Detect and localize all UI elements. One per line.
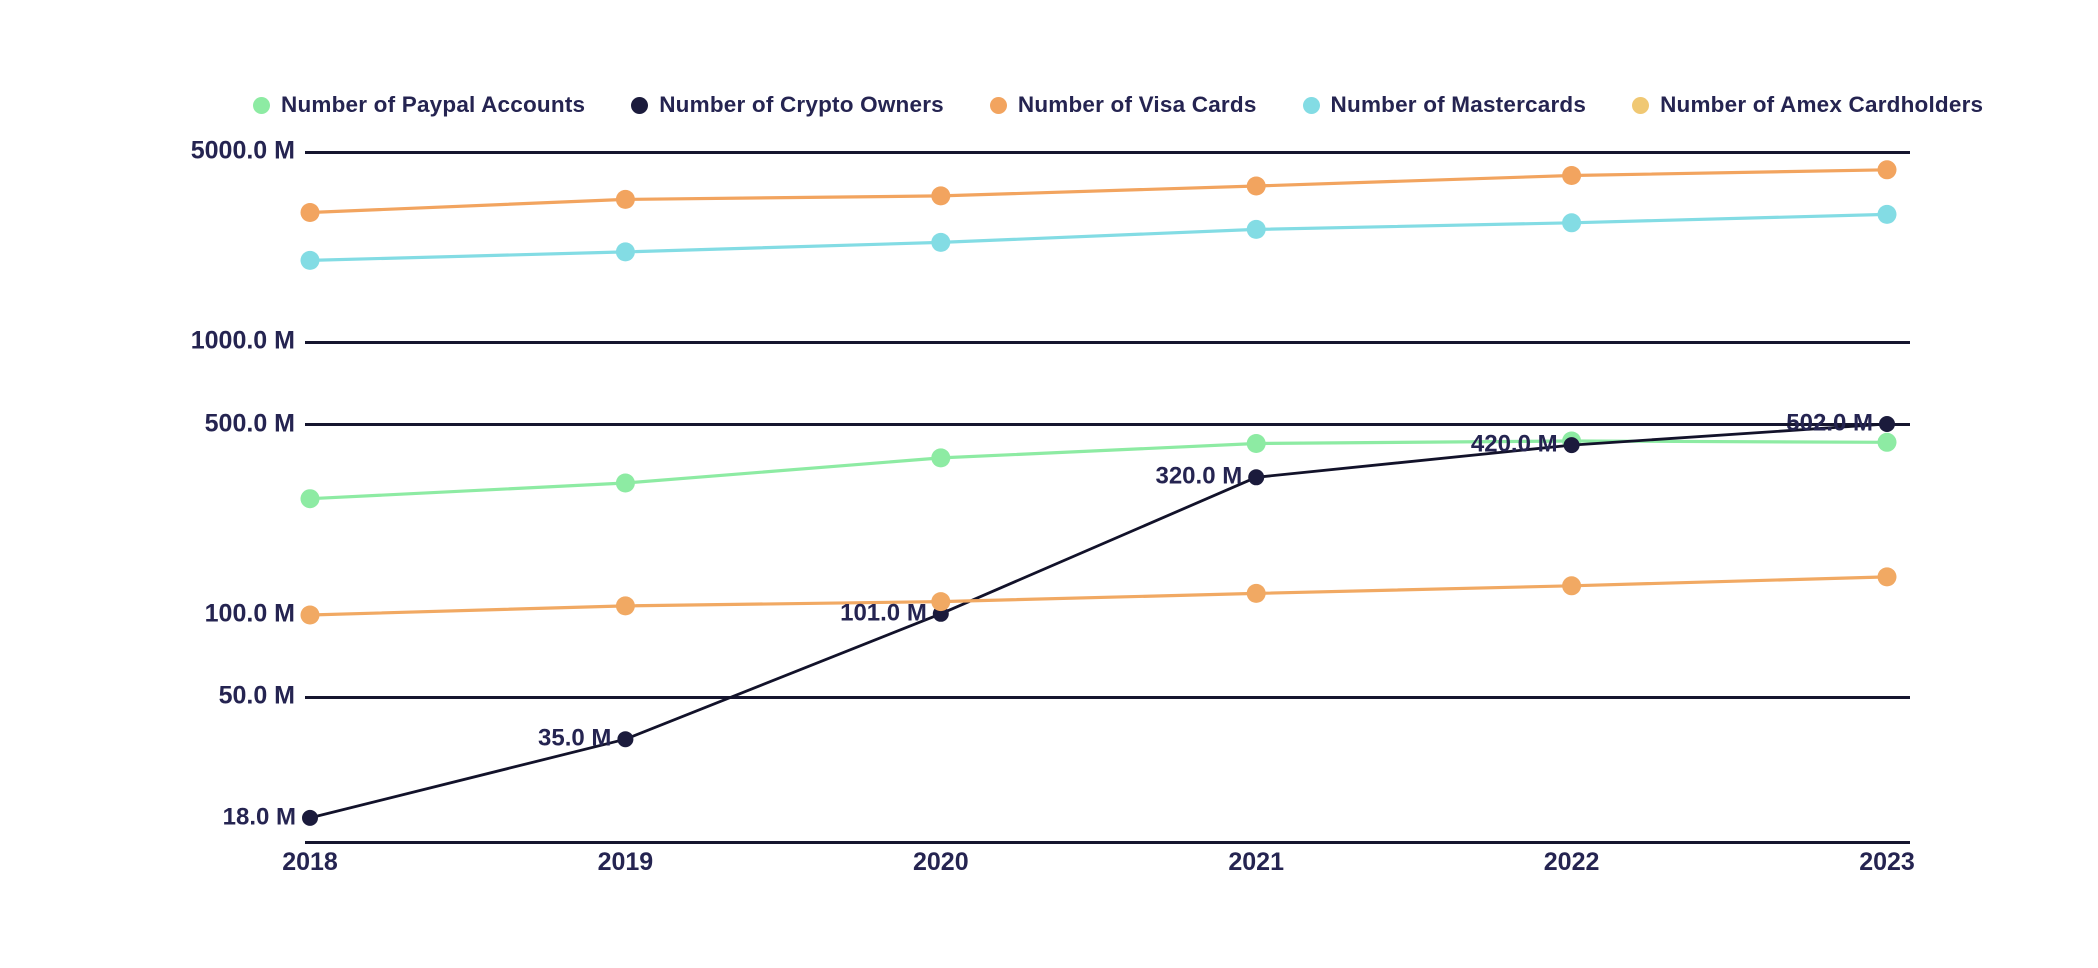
legend-item-visa[interactable]: Number of Visa Cards (989, 92, 1257, 118)
point-amex-2018 (300, 605, 320, 625)
point-visa-2023 (1877, 160, 1897, 180)
point-crypto-2021 (1248, 469, 1265, 486)
series-line-mastercard (309, 212, 1888, 262)
point-amex-2020 (931, 592, 951, 612)
point-mastercard-2018 (300, 250, 320, 270)
legend-item-crypto[interactable]: Number of Crypto Owners (631, 92, 944, 118)
gridline-1000m (305, 340, 1910, 344)
point-mastercard-2020 (931, 232, 951, 252)
y-tick-5000m: 5000.0 M (190, 136, 295, 165)
legend-item-amex[interactable]: Number of Amex Cardholders (1632, 92, 1983, 118)
point-label-crypto-2018: 18.0 M (222, 803, 296, 831)
point-amex-2021 (1246, 583, 1266, 603)
point-paypal-2019 (615, 473, 635, 493)
legend-label-mastercard: Number of Mastercards (1330, 92, 1587, 117)
point-crypto-2023 (1879, 416, 1895, 432)
series-line-visa (309, 168, 1888, 215)
x-tick-2023: 2023 (1859, 848, 1915, 876)
series-line-crypto (309, 422, 1888, 820)
gridline-50m (305, 695, 1910, 699)
point-visa-2020 (931, 186, 951, 206)
point-visa-2021 (1246, 176, 1266, 196)
legend-swatch-crypto (631, 96, 649, 114)
legend-swatch-mastercard (1302, 96, 1320, 114)
point-mastercard-2023 (1877, 204, 1897, 224)
point-mastercard-2019 (615, 242, 635, 262)
point-label-crypto-2023: 502.0 M (1786, 409, 1873, 437)
point-mastercard-2022 (1562, 213, 1582, 233)
point-amex-2019 (615, 596, 635, 616)
point-paypal-2020 (931, 448, 951, 468)
legend-swatch-amex (1632, 96, 1650, 114)
series-line-paypal (309, 439, 1888, 501)
point-crypto-2018 (302, 809, 318, 826)
y-tick-50m: 50.0 M (218, 681, 295, 710)
legend-swatch-paypal (253, 96, 270, 114)
point-label-crypto-2022: 420.0 M (1470, 430, 1558, 458)
point-label-crypto-2019: 35.0 M (538, 724, 612, 752)
point-label-crypto-2020: 101.0 M (840, 599, 927, 627)
x-tick-2018: 2018 (282, 848, 338, 876)
gridline-500m (305, 423, 1910, 426)
y-tick-500m: 500.0 M (204, 408, 295, 437)
point-label-crypto-2021: 320.0 M (1155, 462, 1243, 490)
y-tick-100m: 100.0 M (204, 599, 295, 628)
point-visa-2018 (300, 203, 320, 222)
x-tick-2019: 2019 (597, 848, 654, 876)
point-amex-2023 (1877, 567, 1897, 587)
point-crypto-2022 (1563, 437, 1580, 454)
point-paypal-2021 (1246, 434, 1266, 453)
legend-label-amex: Number of Amex Cardholders (1660, 92, 1984, 117)
legend-swatch-visa (989, 96, 1007, 114)
gridline-5000m (305, 150, 1910, 154)
point-visa-2022 (1562, 166, 1582, 185)
point-crypto-2019 (617, 731, 634, 748)
legend-label-paypal: Number of Paypal Accounts (281, 92, 586, 117)
chart-legend: Number of Paypal Accounts Number of Crypt… (253, 92, 1983, 118)
series-line-amex (309, 575, 1888, 617)
x-tick-2021: 2021 (1228, 848, 1284, 876)
point-amex-2022 (1562, 576, 1582, 596)
point-paypal-2018 (300, 489, 320, 509)
y-tick-1000m: 1000.0 M (190, 326, 295, 355)
x-tick-2020: 2020 (912, 848, 969, 876)
point-visa-2019 (615, 189, 635, 209)
point-mastercard-2021 (1246, 219, 1266, 239)
legend-label-crypto: Number of Crypto Owners (659, 92, 944, 117)
x-axis-line (305, 840, 1910, 844)
legend-item-paypal[interactable]: Number of Paypal Accounts (253, 92, 585, 118)
legend-label-visa: Number of Visa Cards (1017, 92, 1257, 117)
point-paypal-2023 (1877, 432, 1897, 452)
x-tick-2022: 2022 (1543, 848, 1600, 876)
legend-item-mastercard[interactable]: Number of Mastercards (1302, 92, 1587, 118)
